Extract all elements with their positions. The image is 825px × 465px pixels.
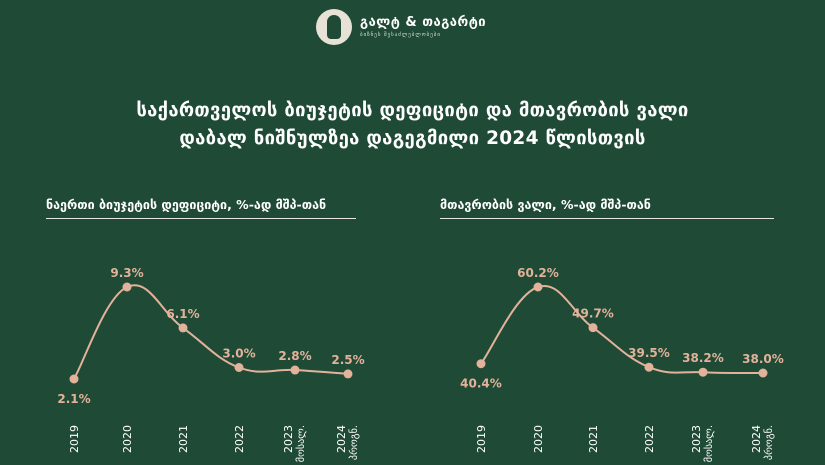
deficit-data-label: 9.3% [110, 266, 143, 280]
deficit-data-label: 3.0% [222, 347, 255, 361]
page-title-line-1: საქართველოს ბიუჯეტის დეფიციტი და მთავრობ… [136, 100, 689, 121]
debt-chart-title: მთავრობის ვალი, %-ად მშპ-თან [440, 197, 774, 219]
deficit-x-tick-label: 2023მოსალ. [282, 425, 307, 462]
debt-data-label: 49.7% [572, 307, 614, 321]
deficit-data-label: 2.8% [278, 349, 311, 363]
logo: გალტ & თაგარტი ბიზნეს შესაძლებლობები [316, 5, 486, 49]
debt-data-point [476, 359, 486, 369]
debt-x-tick-label: 2024პროგნ. [750, 425, 775, 460]
deficit-x-tick-label: 2022 [233, 425, 246, 453]
page-title-line-2: დაბალ ნიშნულზეა დაგეგმილი 2024 წლისთვის [179, 128, 646, 149]
deficit-chart-title: ნაერთი ბიუჯეტის დეფიციტი, %-ად მშპ-თან [46, 197, 356, 219]
deficit-x-tick-text: 2024პროგნ. [335, 425, 360, 460]
debt-x-tick-label: 2021 [587, 425, 600, 453]
debt-x-tick-text: 2021 [587, 425, 600, 453]
deficit-data-point [122, 282, 132, 292]
debt-x-tick-text: 2020 [532, 425, 545, 453]
logo-name: გალტ & თაგარტი [360, 15, 487, 30]
deficit-x-tick-text: 2021 [177, 425, 190, 453]
deficit-x-tick-text: 2022 [233, 425, 246, 453]
debt-data-point [698, 367, 708, 377]
deficit-x-tick-label: 2024პროგნ. [335, 425, 360, 460]
logo-emblem-icon [316, 9, 352, 45]
deficit-x-tick-text: 2023მოსალ. [282, 425, 307, 462]
deficit-data-point [290, 365, 300, 375]
deficit-data-label: 2.1% [57, 392, 90, 406]
debt-data-label: 39.5% [628, 346, 670, 360]
debt-x-tick-text: 2019 [475, 425, 488, 453]
debt-x-tick-label: 2019 [475, 425, 488, 453]
debt-data-point [588, 323, 598, 333]
debt-data-label: 38.0% [742, 352, 784, 366]
page-title: საქართველოს ბიუჯეტის დეფიციტი და მთავრობ… [0, 97, 825, 153]
debt-data-point [533, 282, 543, 292]
debt-x-tick-text: 2023მოსალ. [690, 425, 715, 462]
debt-x-tick-label: 2023მოსალ. [690, 425, 715, 462]
deficit-data-point [343, 369, 353, 379]
deficit-x-tick-label: 2021 [177, 425, 190, 453]
debt-data-label: 38.2% [682, 351, 724, 365]
deficit-x-tick-label: 2019 [68, 425, 81, 453]
deficit-x-tick-text: 2020 [121, 425, 134, 453]
debt-x-tick-text: 2022 [643, 425, 656, 453]
debt-data-label: 60.2% [517, 266, 559, 280]
deficit-x-tick-label: 2020 [121, 425, 134, 453]
deficit-data-point [178, 323, 188, 333]
debt-x-tick-label: 2020 [532, 425, 545, 453]
debt-data-point [644, 362, 654, 372]
debt-data-point [758, 368, 768, 378]
deficit-data-label: 2.5% [331, 353, 364, 367]
debt-x-tick-text: 2024პროგნ. [750, 425, 775, 460]
deficit-data-label: 6.1% [166, 307, 199, 321]
debt-data-label: 40.4% [460, 377, 502, 391]
deficit-x-tick-text: 2019 [68, 425, 81, 453]
logo-tagline: ბიზნეს შესაძლებლობები [360, 32, 441, 38]
deficit-data-point [234, 363, 244, 372]
debt-x-tick-label: 2022 [643, 425, 656, 453]
deficit-data-point [69, 374, 79, 384]
